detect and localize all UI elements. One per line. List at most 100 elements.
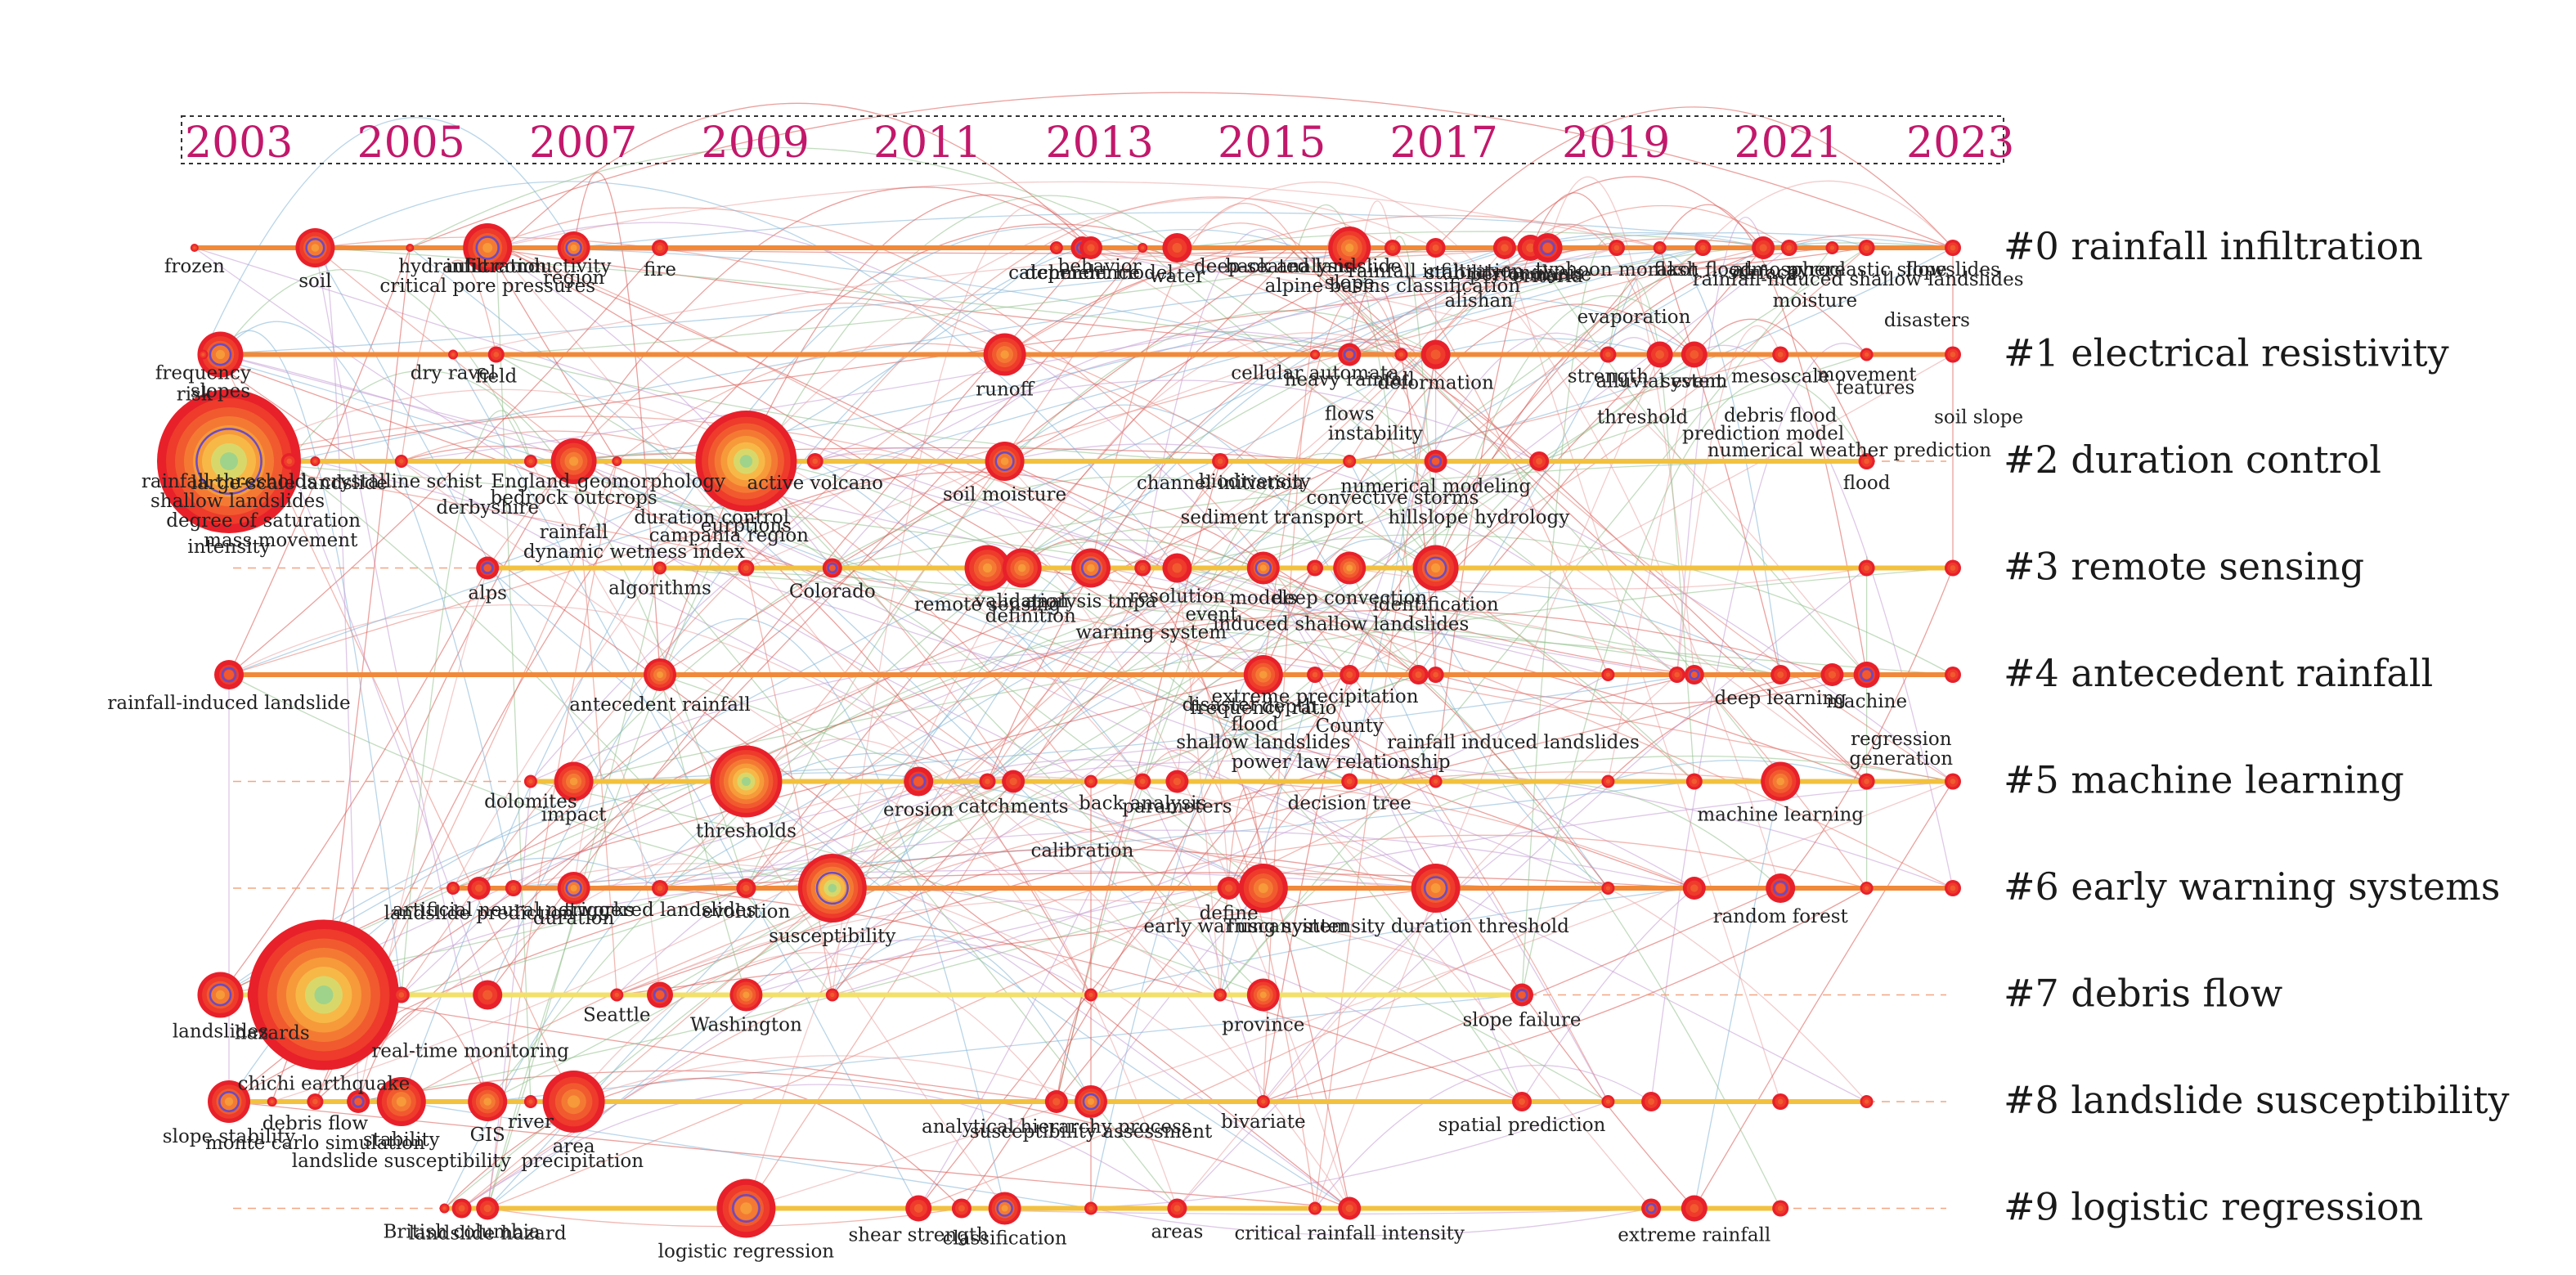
keyword-node[interactable] — [1601, 774, 1615, 788]
keyword-node[interactable] — [1002, 548, 1042, 588]
keyword-node[interactable] — [1162, 553, 1192, 583]
keyword-node[interactable] — [447, 882, 460, 895]
keyword-node[interactable] — [1681, 341, 1708, 368]
keyword-node[interactable] — [806, 453, 824, 469]
keyword-node[interactable] — [904, 766, 934, 797]
keyword-node[interactable] — [523, 774, 537, 788]
keyword-node[interactable] — [1761, 761, 1801, 801]
keyword-node[interactable] — [1601, 882, 1615, 895]
keyword-node[interactable] — [1860, 1095, 1874, 1108]
keyword-node[interactable] — [1427, 667, 1444, 683]
keyword-node[interactable] — [1138, 243, 1148, 253]
keyword-node[interactable] — [653, 561, 666, 575]
keyword-node[interactable] — [1134, 559, 1151, 577]
keyword-node[interactable] — [473, 980, 503, 1010]
keyword-node[interactable] — [1071, 548, 1111, 588]
keyword-node[interactable] — [1328, 227, 1371, 269]
keyword-node[interactable] — [1246, 551, 1280, 585]
keyword-node[interactable] — [1167, 1198, 1187, 1219]
keyword-node[interactable] — [797, 854, 867, 923]
keyword-node[interactable] — [376, 1077, 426, 1126]
keyword-node[interactable] — [476, 556, 500, 580]
keyword-node[interactable] — [1384, 240, 1401, 256]
keyword-node[interactable] — [1429, 774, 1443, 788]
keyword-node[interactable] — [550, 438, 597, 484]
keyword-node[interactable] — [1079, 236, 1102, 259]
keyword-node[interactable] — [307, 1093, 324, 1110]
keyword-node[interactable] — [1425, 238, 1446, 258]
keyword-node[interactable] — [710, 745, 783, 818]
keyword-node[interactable] — [208, 1080, 250, 1123]
keyword-node[interactable] — [310, 456, 321, 466]
keyword-node[interactable] — [1858, 240, 1875, 256]
keyword-node[interactable] — [476, 1196, 500, 1220]
keyword-node[interactable] — [729, 978, 763, 1012]
keyword-node[interactable] — [394, 455, 408, 468]
keyword-node[interactable] — [1600, 346, 1617, 363]
keyword-node[interactable] — [1529, 451, 1550, 471]
keyword-node[interactable] — [190, 244, 199, 252]
keyword-node[interactable] — [1411, 864, 1461, 913]
keyword-node[interactable] — [523, 455, 537, 468]
keyword-node[interactable] — [736, 878, 756, 898]
keyword-node[interactable] — [985, 442, 1025, 481]
keyword-node[interactable] — [1075, 1085, 1107, 1118]
keyword-node[interactable] — [1338, 1196, 1362, 1220]
keyword-node[interactable] — [1641, 1092, 1662, 1111]
keyword-node[interactable] — [1084, 1201, 1097, 1215]
keyword-node[interactable] — [1333, 551, 1367, 585]
keyword-node[interactable] — [1853, 662, 1880, 688]
keyword-node[interactable] — [1420, 339, 1451, 370]
keyword-node[interactable] — [1601, 1095, 1615, 1108]
keyword-node[interactable] — [347, 1090, 370, 1113]
keyword-node[interactable] — [1694, 240, 1712, 256]
keyword-node[interactable] — [1601, 668, 1615, 681]
keyword-node[interactable] — [1860, 882, 1874, 895]
keyword-node[interactable] — [557, 872, 590, 905]
keyword-node[interactable] — [1310, 349, 1321, 360]
keyword-node[interactable] — [1338, 343, 1362, 366]
keyword-node[interactable] — [1858, 559, 1875, 577]
keyword-node[interactable] — [393, 986, 410, 1003]
keyword-node[interactable] — [295, 228, 335, 267]
keyword-node[interactable] — [1682, 877, 1706, 900]
keyword-node[interactable] — [1533, 233, 1563, 263]
keyword-node[interactable] — [406, 244, 415, 252]
keyword-node[interactable] — [280, 453, 298, 469]
keyword-node[interactable] — [1685, 773, 1703, 790]
keyword-node[interactable] — [1412, 545, 1459, 591]
keyword-node[interactable] — [1752, 236, 1775, 259]
keyword-node[interactable] — [1772, 346, 1789, 363]
keyword-node[interactable] — [988, 1192, 1021, 1225]
keyword-node[interactable] — [1653, 241, 1667, 254]
keyword-node[interactable] — [612, 456, 622, 466]
keyword-node[interactable] — [542, 1071, 605, 1133]
keyword-node[interactable] — [1162, 233, 1192, 263]
keyword-node[interactable] — [157, 389, 301, 533]
keyword-node[interactable] — [983, 333, 1026, 376]
keyword-node[interactable] — [487, 346, 505, 363]
keyword-node[interactable] — [1825, 241, 1839, 254]
keyword-node[interactable] — [1858, 453, 1875, 469]
keyword-node[interactable] — [248, 919, 399, 1071]
keyword-node[interactable] — [197, 331, 244, 378]
keyword-node[interactable] — [979, 773, 996, 790]
keyword-node[interactable] — [1238, 864, 1288, 913]
keyword-node[interactable] — [716, 1178, 776, 1238]
keyword-node[interactable] — [1820, 663, 1844, 686]
keyword-node[interactable] — [1394, 348, 1408, 361]
keyword-node[interactable] — [439, 1203, 450, 1214]
keyword-node[interactable] — [1646, 341, 1673, 368]
keyword-node[interactable] — [1668, 667, 1685, 683]
keyword-node[interactable] — [448, 349, 459, 360]
keyword-node[interactable] — [1766, 873, 1796, 903]
keyword-node[interactable] — [695, 411, 797, 512]
keyword-node[interactable] — [652, 880, 668, 896]
keyword-node[interactable] — [1770, 665, 1791, 685]
keyword-node[interactable] — [905, 1195, 932, 1222]
keyword-node[interactable] — [468, 1082, 508, 1121]
keyword-node[interactable] — [197, 972, 244, 1018]
keyword-node[interactable] — [1858, 773, 1875, 790]
keyword-node[interactable] — [198, 349, 209, 360]
keyword-node[interactable] — [267, 1097, 277, 1107]
